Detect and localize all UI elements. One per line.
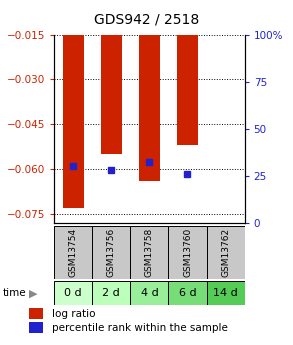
Bar [168,226,207,279]
Text: time: time [3,288,27,298]
Bar [54,226,92,279]
Bar [29,322,43,333]
Bar [130,226,168,279]
Text: GDS942 / 2518: GDS942 / 2518 [94,12,199,26]
Bar [130,281,168,305]
Bar [29,308,43,319]
Bar [168,281,207,305]
Bar [54,281,92,305]
Bar [177,0,198,145]
Text: log ratio: log ratio [52,309,95,319]
Text: 0 d: 0 d [64,288,82,298]
Bar [92,281,130,305]
Bar [207,281,245,305]
Text: 14 d: 14 d [213,288,238,298]
Text: ▶: ▶ [29,288,38,298]
Bar [139,0,160,181]
Bar [101,0,122,154]
Text: GSM13754: GSM13754 [69,228,78,277]
Text: 4 d: 4 d [141,288,158,298]
Bar [207,226,245,279]
Text: GSM13756: GSM13756 [107,228,116,277]
Text: GSM13762: GSM13762 [221,228,230,277]
Bar [215,0,236,4]
Text: percentile rank within the sample: percentile rank within the sample [52,323,228,333]
Text: 2 d: 2 d [103,288,120,298]
Text: GSM13758: GSM13758 [145,228,154,277]
Bar [63,0,84,208]
Bar [92,226,130,279]
Text: 6 d: 6 d [179,288,196,298]
Text: GSM13760: GSM13760 [183,228,192,277]
